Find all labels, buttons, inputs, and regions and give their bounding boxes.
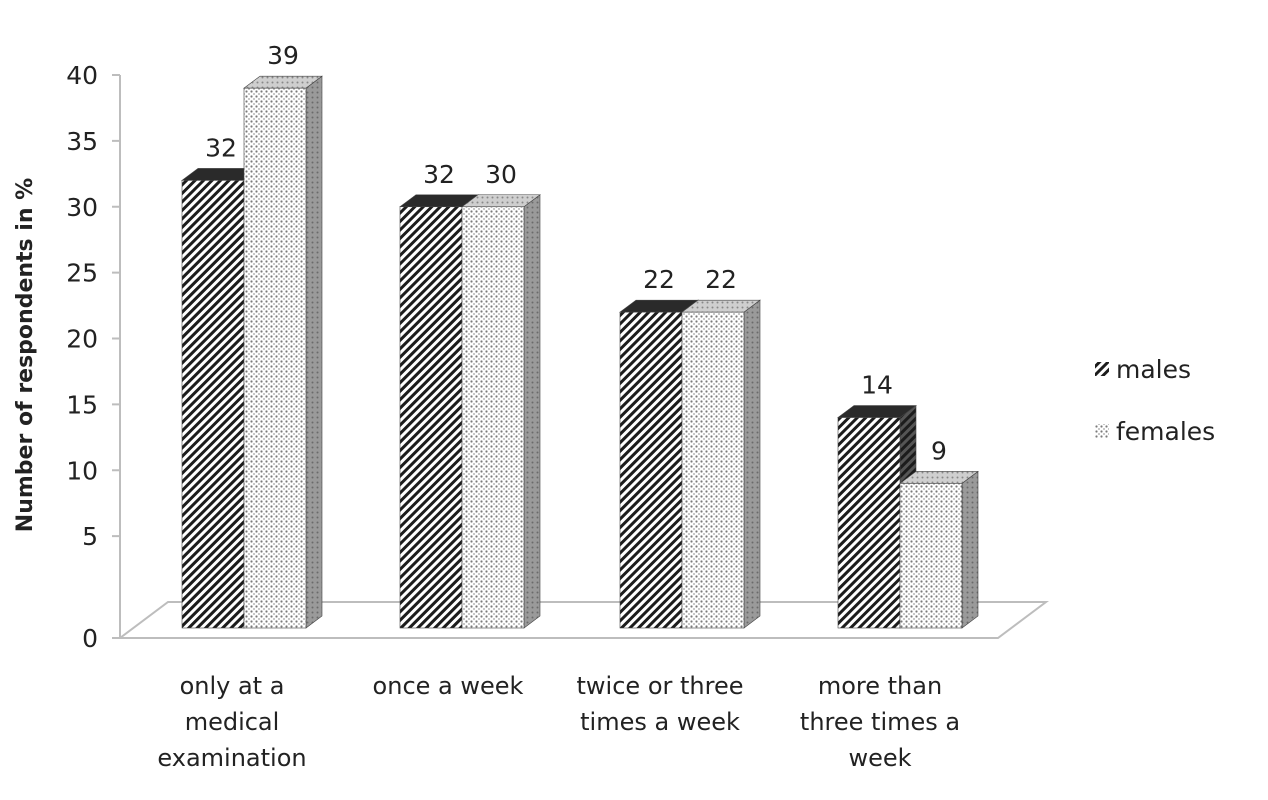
bar-front: [243, 87, 307, 629]
legend-label-females: females: [1116, 417, 1215, 446]
value-label-males-0: 32: [205, 133, 237, 162]
y-axis-title: Number of respondents in %: [13, 178, 38, 532]
value-label-males-1: 32: [423, 160, 455, 189]
y-tick-label: 5: [82, 522, 98, 551]
category-label: more than: [818, 672, 942, 700]
chart-floor: [117, 601, 1049, 639]
category-labels-group: only at a medical examination once a week tw…: [157, 672, 960, 772]
y-tick-label: 30: [66, 193, 98, 222]
y-tick-label: 0: [82, 624, 98, 653]
legend-label-males: males: [1116, 355, 1191, 384]
y-tick-label: 10: [66, 456, 98, 485]
bar-front: [681, 311, 745, 629]
bar-side: [961, 470, 979, 629]
y-tick-label: 20: [66, 325, 98, 354]
bar-side: [523, 194, 541, 629]
bar-side: [305, 75, 323, 629]
value-labels-group: 32 39 32 30 22 22 14 9: [205, 41, 947, 465]
value-label-females-1: 30: [485, 160, 517, 189]
value-label-females-3: 9: [931, 436, 947, 465]
bar-front: [837, 417, 901, 629]
bar-front: [899, 483, 963, 629]
y-axis-ticks: 0 5 10 15 20 25 30 35 40: [66, 61, 120, 653]
y-tick-label: 15: [66, 390, 98, 419]
y-tick-label: 40: [66, 61, 98, 90]
bar-front: [181, 180, 245, 629]
category-label: week: [848, 744, 911, 772]
category-label: twice or three: [577, 672, 744, 700]
bar-females-2: [681, 299, 761, 629]
value-label-females-0: 39: [267, 41, 299, 70]
bar-side: [743, 299, 761, 629]
value-label-males-3: 14: [861, 371, 893, 400]
bar-females-3: [899, 470, 979, 629]
bar-females-0: [243, 75, 323, 629]
y-tick-label: 25: [66, 259, 98, 288]
legend: males females: [1095, 355, 1215, 446]
bar-females-1: [461, 194, 541, 629]
category-label: examination: [157, 744, 306, 772]
bar-front: [619, 311, 683, 629]
legend-swatch-females: [1095, 424, 1109, 438]
value-label-males-2: 22: [643, 265, 675, 294]
category-label: three times a: [800, 708, 960, 736]
y-tick-label: 35: [66, 127, 98, 156]
bar-front: [461, 206, 525, 629]
value-label-females-2: 22: [705, 265, 737, 294]
category-label: once a week: [373, 672, 524, 700]
legend-swatch-males: [1095, 362, 1109, 376]
bar-front: [399, 206, 463, 629]
bars-group: [181, 75, 979, 629]
category-label: medical: [185, 708, 280, 736]
category-label: times a week: [580, 708, 740, 736]
category-label: only at a: [180, 672, 285, 700]
